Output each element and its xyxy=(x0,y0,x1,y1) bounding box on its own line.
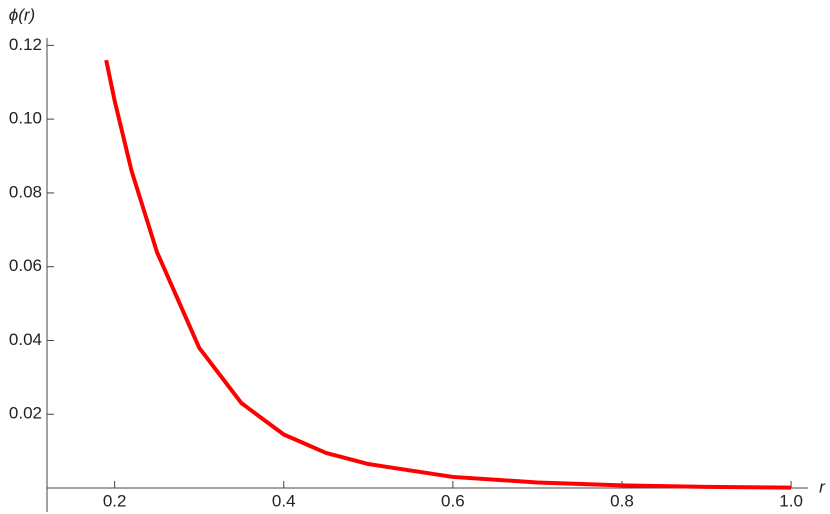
y-axis-label: ϕ(r) xyxy=(9,5,35,24)
y-tick-label: 0.06 xyxy=(9,256,42,275)
x-tick-label: 0.6 xyxy=(441,491,465,510)
y-tick-label: 0.04 xyxy=(9,330,42,349)
x-axis-label: r xyxy=(819,477,826,496)
y-tick-label: 0.12 xyxy=(9,35,42,54)
y-tick-label: 0.10 xyxy=(9,109,42,128)
line xyxy=(104,59,792,490)
y-tick-label: 0.08 xyxy=(9,182,42,201)
x-tick-label: 0.4 xyxy=(272,491,296,510)
x-tick-label: 1.0 xyxy=(779,491,803,510)
x-tick-label: 0.2 xyxy=(103,491,127,510)
x-tick-label: 0.8 xyxy=(610,491,634,510)
y-tick-label: 0.02 xyxy=(9,404,42,423)
